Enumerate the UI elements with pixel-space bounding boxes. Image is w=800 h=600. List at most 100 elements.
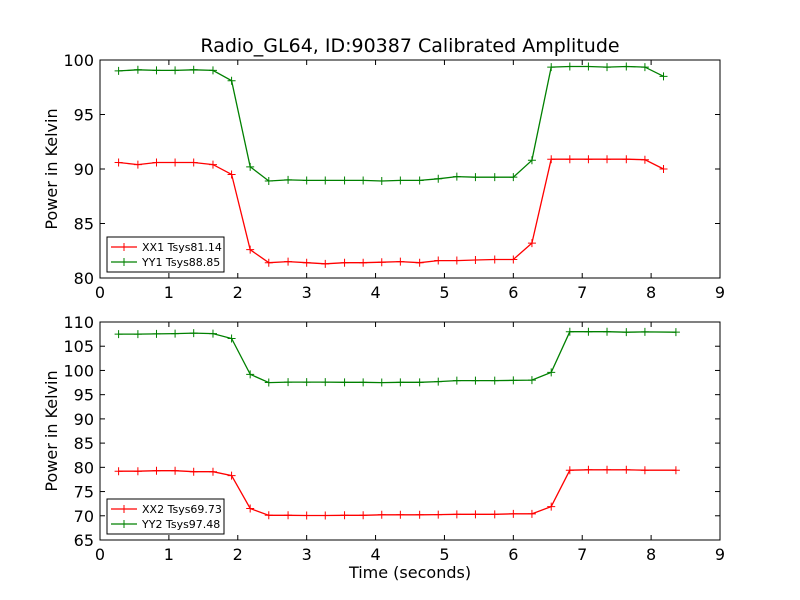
data-point-marker [321, 511, 330, 520]
data-point-marker [490, 255, 499, 264]
y-tick-label: 75 [74, 483, 94, 502]
data-point-marker [264, 176, 273, 185]
data-point-marker [603, 155, 612, 164]
y-tick-label: 110 [63, 313, 94, 332]
data-point-marker [527, 509, 536, 518]
data-point-marker [565, 62, 574, 71]
chart-title: Radio_GL64, ID:90387 Calibrated Amplitud… [200, 35, 619, 57]
data-point-marker [189, 329, 198, 338]
x-tick-label: 1 [164, 283, 174, 302]
data-point-marker [490, 376, 499, 385]
data-point-marker [452, 510, 461, 519]
x-tick-label: 8 [646, 545, 656, 564]
data-point-marker [471, 173, 480, 182]
data-point-marker [527, 239, 536, 248]
data-point-marker [302, 176, 311, 185]
x-tick-label: 4 [370, 545, 380, 564]
data-point-marker [396, 176, 405, 185]
y-tick-label: 70 [74, 507, 94, 526]
legend-marker [120, 505, 128, 513]
data-point-marker [452, 376, 461, 385]
data-point-marker [359, 378, 368, 387]
y-tick-label: 100 [63, 51, 94, 70]
data-point-marker [671, 466, 680, 475]
data-point-marker [565, 466, 574, 475]
data-point-marker [527, 376, 536, 385]
x-tick-label: 1 [164, 545, 174, 564]
data-point-marker [509, 255, 518, 264]
data-point-marker [171, 466, 180, 475]
data-point-marker [471, 376, 480, 385]
y-tick-label: 105 [63, 337, 94, 356]
data-point-marker [434, 510, 443, 519]
data-point-marker [622, 465, 631, 474]
data-point-marker [264, 511, 273, 520]
x-tick-label: 0 [95, 283, 105, 302]
data-point-marker [434, 377, 443, 386]
data-point-marker [114, 66, 123, 75]
data-point-marker [321, 259, 330, 268]
bottom-plot: 0 1 2 3 4 5 6 7 8 9 65 70 75 80 85 90 95 100 105 110 Power i… [42, 313, 725, 564]
data-point-marker [547, 502, 556, 511]
data-point-marker [208, 66, 217, 75]
data-point-marker [264, 378, 273, 387]
data-point-marker [227, 76, 236, 85]
y-tick-label: 85 [74, 215, 94, 234]
y-tick-label: 85 [74, 434, 94, 453]
data-point-marker [565, 327, 574, 336]
data-point-marker [640, 155, 649, 164]
data-point-marker [227, 334, 236, 343]
data-point-marker [565, 155, 574, 164]
data-point-marker [584, 327, 593, 336]
data-point-marker [340, 511, 349, 520]
x-tick-label: 9 [715, 545, 725, 564]
data-point-marker [527, 156, 536, 165]
legend-marker [120, 520, 128, 528]
data-point-marker [584, 62, 593, 71]
y-tick-label: 80 [74, 458, 94, 477]
legend-label: YY2 Tsys97.48 [141, 518, 220, 531]
data-point-marker [114, 467, 123, 476]
data-point-marker [452, 256, 461, 265]
data-point-marker [377, 258, 386, 267]
x-axis-label: Time (seconds) [348, 563, 471, 582]
legend-box [106, 236, 225, 273]
x-tick-label: 5 [439, 545, 449, 564]
x-tick-label: 9 [715, 283, 725, 302]
data-point-marker [603, 327, 612, 336]
data-point-marker [246, 245, 255, 254]
data-point-marker [171, 329, 180, 338]
data-point-marker [622, 62, 631, 71]
data-point-marker [659, 165, 668, 173]
data-point-marker [359, 176, 368, 185]
y-tick-label: 80 [74, 269, 94, 288]
data-point-marker [415, 378, 424, 387]
data-point-marker [622, 155, 631, 164]
legend-box [106, 498, 225, 535]
legend-label: XX2 Tsys69.73 [142, 503, 222, 516]
data-point-marker [415, 176, 424, 185]
data-point-marker [396, 510, 405, 519]
x-tick-label: 7 [577, 545, 587, 564]
data-point-marker [640, 63, 649, 72]
data-point-marker [284, 378, 293, 387]
data-point-marker [359, 258, 368, 267]
data-point-marker [227, 471, 236, 480]
data-point-marker [584, 155, 593, 164]
x-tick-label: 2 [233, 283, 243, 302]
data-point-marker [208, 160, 217, 169]
data-point-marker [246, 370, 255, 379]
data-point-marker [208, 329, 217, 338]
data-point-marker [340, 378, 349, 387]
data-point-marker [246, 504, 255, 513]
data-point-marker [340, 258, 349, 267]
data-point-marker [640, 327, 649, 336]
data-point-marker [152, 66, 161, 75]
data-point-marker [284, 511, 293, 520]
data-point-marker [340, 176, 349, 185]
data-point-marker [208, 467, 217, 476]
data-point-marker [509, 376, 518, 385]
top-plot: 0 1 2 3 4 5 6 7 8 9 80 85 90 95 100 Power in Kelvin XX1 … [42, 51, 725, 302]
data-point-marker [171, 158, 180, 167]
data-point-marker [452, 172, 461, 181]
